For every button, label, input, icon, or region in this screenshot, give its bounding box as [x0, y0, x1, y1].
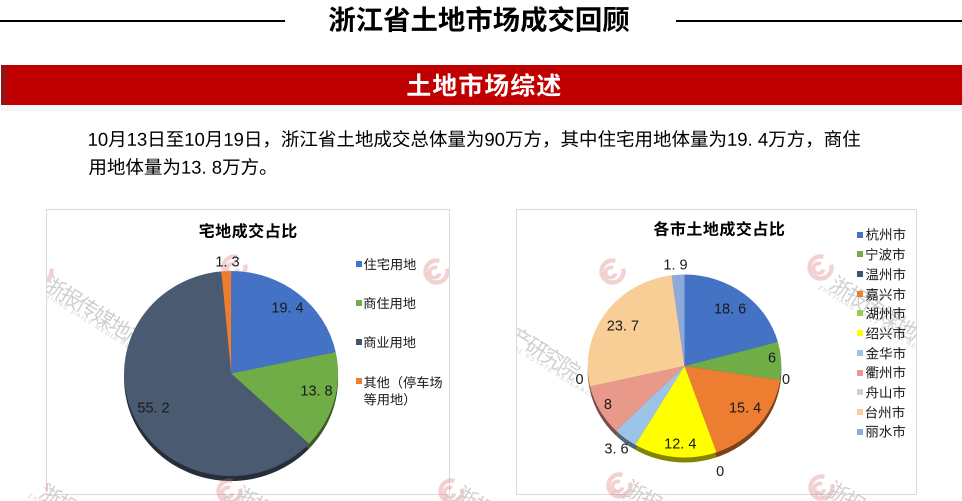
svg-text:0: 0	[575, 372, 583, 388]
svg-text:55. 2: 55. 2	[137, 401, 169, 417]
svg-text:8: 8	[604, 397, 612, 413]
svg-text:6: 6	[768, 351, 776, 367]
svg-text:23. 7: 23. 7	[607, 318, 639, 334]
svg-text:3. 6: 3. 6	[604, 442, 628, 458]
svg-text:19. 4: 19. 4	[271, 301, 303, 317]
svg-text:18. 6: 18. 6	[714, 302, 746, 318]
svg-text:15. 4: 15. 4	[729, 401, 761, 417]
svg-text:0: 0	[782, 372, 790, 388]
svg-text:1. 9: 1. 9	[663, 258, 687, 274]
svg-text:12. 4: 12. 4	[664, 437, 696, 453]
svg-text:1. 3: 1. 3	[215, 255, 239, 271]
svg-text:13. 8: 13. 8	[300, 384, 332, 400]
svg-text:0: 0	[716, 464, 724, 480]
